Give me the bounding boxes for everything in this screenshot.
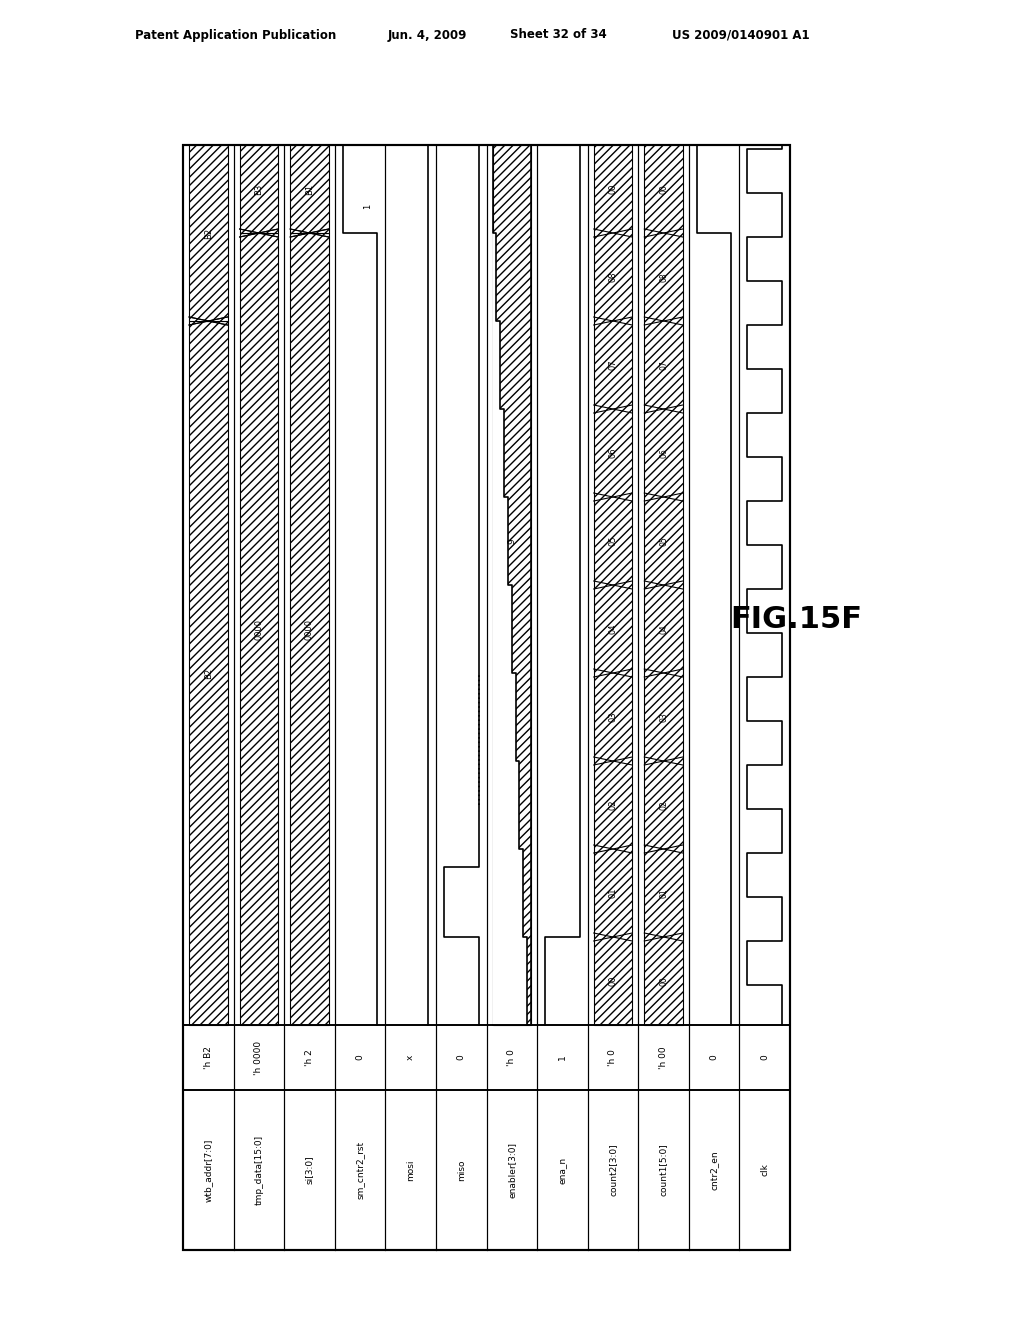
Text: 06: 06 xyxy=(608,447,617,458)
Polygon shape xyxy=(493,585,512,673)
Text: B3: B3 xyxy=(254,183,263,194)
Text: 0000: 0000 xyxy=(254,619,263,639)
Text: 'h 00: 'h 00 xyxy=(659,1047,668,1069)
Text: 07: 07 xyxy=(608,359,617,371)
Text: 'h 0: 'h 0 xyxy=(608,1049,617,1067)
Polygon shape xyxy=(493,321,501,409)
Text: 02: 02 xyxy=(659,800,668,809)
Text: enabler[3:0]: enabler[3:0] xyxy=(507,1142,516,1199)
Text: clk: clk xyxy=(760,1163,769,1176)
Text: 01: 01 xyxy=(659,888,668,898)
Text: cntr2_en: cntr2_en xyxy=(710,1150,719,1189)
Text: B2: B2 xyxy=(204,227,213,239)
Polygon shape xyxy=(285,1090,335,1250)
Text: FIG.15F: FIG.15F xyxy=(730,606,862,635)
Text: 03: 03 xyxy=(608,711,617,722)
Text: B1: B1 xyxy=(305,183,314,194)
Text: 0: 0 xyxy=(710,1055,719,1060)
Polygon shape xyxy=(493,937,527,1026)
Text: 9: 9 xyxy=(507,539,516,544)
Polygon shape xyxy=(240,145,279,234)
Text: 00: 00 xyxy=(659,975,668,986)
Text: 'h 2: 'h 2 xyxy=(305,1049,314,1065)
Text: count2[3:0]: count2[3:0] xyxy=(608,1143,617,1196)
Text: 01: 01 xyxy=(608,888,617,898)
Text: 0: 0 xyxy=(457,1055,466,1060)
Text: 03: 03 xyxy=(659,711,668,722)
Text: si[3:0]: si[3:0] xyxy=(305,1156,314,1184)
Text: 05: 05 xyxy=(608,536,617,546)
Polygon shape xyxy=(588,1090,638,1250)
Text: 00: 00 xyxy=(659,183,668,194)
Text: 'h 0000: 'h 0000 xyxy=(254,1040,263,1074)
Polygon shape xyxy=(638,1090,689,1250)
Text: 1: 1 xyxy=(364,205,373,210)
Polygon shape xyxy=(493,849,523,937)
Text: 05: 05 xyxy=(659,536,668,546)
Text: Patent Application Publication: Patent Application Publication xyxy=(135,29,336,41)
Polygon shape xyxy=(493,762,519,849)
Text: 'h B2: 'h B2 xyxy=(204,1045,213,1069)
Text: 00: 00 xyxy=(608,183,617,194)
Polygon shape xyxy=(285,1026,335,1090)
Text: tmp_data[15:0]: tmp_data[15:0] xyxy=(254,1135,263,1205)
Polygon shape xyxy=(233,1090,285,1250)
Text: 0000: 0000 xyxy=(305,619,314,639)
Text: miso: miso xyxy=(457,1159,466,1181)
Polygon shape xyxy=(189,321,227,1026)
Text: mosi: mosi xyxy=(407,1159,415,1181)
Text: sm_cntr2_rst: sm_cntr2_rst xyxy=(355,1140,365,1199)
Polygon shape xyxy=(240,234,279,1026)
Polygon shape xyxy=(290,234,329,1026)
Polygon shape xyxy=(638,1026,689,1090)
Polygon shape xyxy=(493,498,508,585)
Text: wtb_addr[7:0]: wtb_addr[7:0] xyxy=(204,1138,213,1201)
Text: 00: 00 xyxy=(608,975,617,986)
Polygon shape xyxy=(189,145,227,321)
Text: 'h 0: 'h 0 xyxy=(507,1049,516,1067)
Text: 06: 06 xyxy=(659,447,668,458)
Polygon shape xyxy=(486,1090,537,1250)
Polygon shape xyxy=(233,1026,285,1090)
Text: US 2009/0140901 A1: US 2009/0140901 A1 xyxy=(672,29,810,41)
Text: 1: 1 xyxy=(558,1055,567,1060)
Polygon shape xyxy=(493,673,516,762)
Text: count1[5:0]: count1[5:0] xyxy=(659,1143,668,1196)
Polygon shape xyxy=(183,1090,233,1250)
Text: 02: 02 xyxy=(608,800,617,810)
Text: 0: 0 xyxy=(760,1055,769,1060)
Polygon shape xyxy=(493,234,497,321)
Polygon shape xyxy=(290,145,329,234)
Text: 07: 07 xyxy=(659,360,668,370)
Text: 04: 04 xyxy=(659,624,668,634)
Polygon shape xyxy=(594,145,632,1026)
Polygon shape xyxy=(183,1026,233,1090)
Polygon shape xyxy=(588,1026,638,1090)
Text: B2: B2 xyxy=(204,668,213,678)
Text: 08: 08 xyxy=(608,272,617,282)
Text: Sheet 32 of 34: Sheet 32 of 34 xyxy=(510,29,607,41)
Polygon shape xyxy=(644,145,683,1026)
Polygon shape xyxy=(486,1026,537,1090)
Text: 04: 04 xyxy=(608,624,617,634)
Text: 0: 0 xyxy=(355,1055,365,1060)
Polygon shape xyxy=(183,145,790,1250)
Polygon shape xyxy=(493,409,504,498)
Text: ena_n: ena_n xyxy=(558,1156,567,1184)
Text: Jun. 4, 2009: Jun. 4, 2009 xyxy=(388,29,467,41)
Polygon shape xyxy=(493,145,531,1026)
Text: x: x xyxy=(407,1055,415,1060)
Text: 08: 08 xyxy=(659,272,668,281)
